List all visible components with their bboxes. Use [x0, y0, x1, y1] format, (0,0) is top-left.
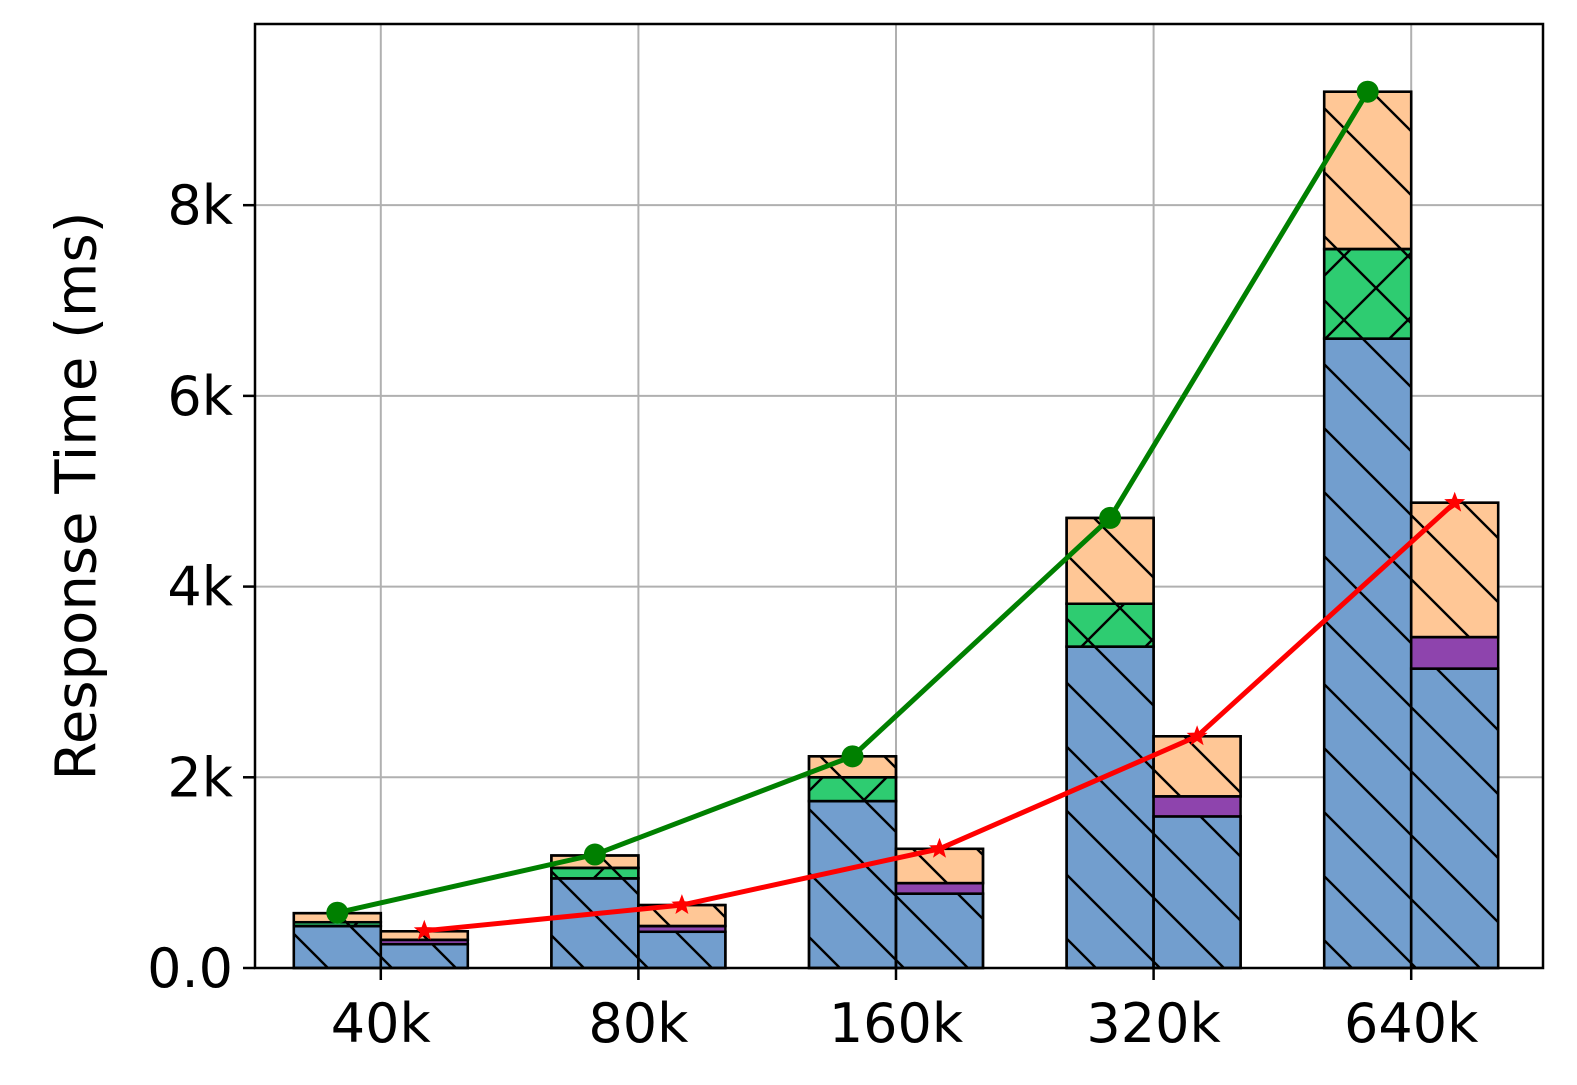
series-marker-2-320k — [1186, 725, 1208, 746]
bar-segment-160k-g2-s2 — [894, 881, 985, 895]
bar-hatch-320k-g2-s1 — [1152, 815, 1242, 970]
y-tick-label: 0.0 — [147, 937, 233, 1000]
bar-hatch-40k-g1-s1 — [292, 924, 383, 970]
y-tick-label: 6k — [167, 365, 233, 428]
plot-frame — [253, 22, 1545, 970]
bar-hatch-40k-g2-s1 — [379, 942, 470, 970]
bar-hatch-640k-g1-s2 — [1322, 247, 1413, 340]
series-marker-2-80k — [671, 894, 693, 914]
bar-hatch-160k-g1-s2 — [807, 776, 898, 803]
series-marker-2-640k — [1444, 491, 1466, 512]
series-marker-1-320k — [1099, 506, 1122, 529]
series-marker-1-160k — [841, 745, 864, 768]
series-marker-1-640k — [1356, 80, 1379, 103]
bar-hatch-80k-g1-s2 — [550, 866, 640, 880]
bar-hatch-80k-g2-s1 — [637, 930, 727, 970]
bar-hatch-80k-g1-s1 — [550, 877, 640, 970]
series-marker-1-40k — [326, 901, 349, 924]
bar-hatch-320k-g1-s3 — [1065, 516, 1155, 605]
bar-hatch-160k-g2-s1 — [894, 892, 985, 970]
y-tick-label: 8k — [167, 174, 233, 237]
bar-hatch-320k-g1-s1 — [1065, 645, 1155, 970]
y-axis-label: Response Time (ms) — [45, 211, 110, 780]
y-tick-label: 4k — [167, 556, 233, 619]
series-marker-1-80k — [583, 843, 606, 866]
x-tick-label: 160k — [829, 992, 964, 1055]
bar-segment-320k-g2-s2 — [1152, 795, 1242, 818]
axes: 0.0 2k 4k 6k 8k 40k 80k 160k 320k 640k — [147, 174, 1479, 1055]
bar-hatch-320k-g2-s3 — [1152, 735, 1242, 798]
lines — [326, 80, 1466, 940]
x-tick-label: 640k — [1344, 992, 1479, 1055]
bar-hatch-640k-g2-s1 — [1409, 667, 1500, 970]
x-tick-label: 40k — [331, 992, 432, 1055]
series-marker-2-40k — [413, 919, 435, 940]
bar-hatch-640k-g1-s1 — [1322, 337, 1413, 970]
bar-hatch-160k-g1-s1 — [807, 799, 898, 970]
x-tick-label: 80k — [588, 992, 689, 1055]
series-marker-2-160k — [929, 837, 950, 858]
y-tick-label: 2k — [167, 746, 233, 809]
bar-hatch-640k-g2-s3 — [1409, 501, 1500, 639]
bar-hatch-320k-g1-s2 — [1065, 602, 1155, 648]
bar-segment-640k-g2-s2 — [1409, 635, 1500, 670]
bar-hatch-640k-g1-s3 — [1322, 90, 1413, 251]
x-tick-label: 320k — [1086, 992, 1221, 1055]
